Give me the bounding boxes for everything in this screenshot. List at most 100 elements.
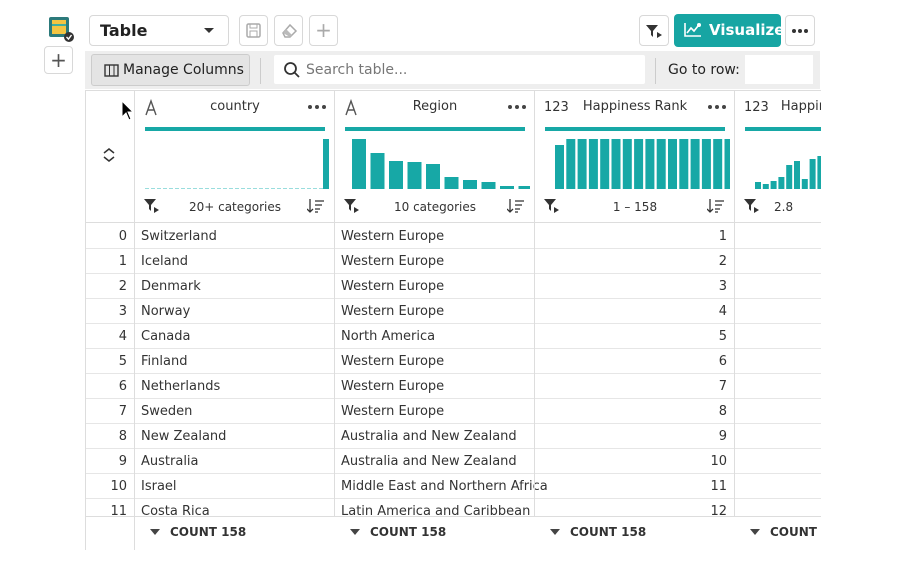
cell: Israel [141,479,177,494]
sort-icon[interactable] [307,198,325,214]
column-name: Happiness Score [780,99,821,114]
cell-border [734,249,735,274]
cell: Australia and New Zealand [341,429,517,444]
cell: 12 [710,504,727,516]
cell-border [734,399,735,424]
cell: Middle East and Northern Africa [341,479,548,494]
cell-border [334,299,335,324]
cell-border [334,474,335,499]
more-button[interactable] [785,15,815,46]
footer-caret[interactable] [150,529,160,537]
filter-icon[interactable] [143,198,161,214]
cell-border [734,299,735,324]
cell-border [534,299,535,324]
cell: 11 [710,479,727,494]
row-border [86,248,821,249]
histogram-bar-top [145,127,325,131]
sort-icon[interactable] [707,198,725,214]
footer-cell [735,516,821,550]
row-index: 3 [118,304,127,319]
add-button[interactable]: + [44,46,73,74]
cell: 2 [718,254,727,269]
footer-aggregate: COUNT 158 [370,525,447,539]
histogram-bar-top [345,127,525,131]
save-button[interactable] [239,15,268,46]
visualize-label: Visualize [709,21,785,39]
histogram [145,139,329,189]
cell-border [134,299,135,324]
mouse-cursor [121,100,135,121]
filter-icon[interactable] [543,198,561,214]
cell-border [734,449,735,474]
footer-aggregate: COUNT 158 [570,525,647,539]
cell: 4 [718,304,727,319]
cell-border [734,324,735,349]
add-column-button[interactable]: + [309,15,338,46]
footer-cell [335,516,535,550]
cell-border [534,499,535,516]
cell: New Zealand [141,429,227,444]
cell: Australia [141,454,199,469]
cell: Western Europe [341,354,445,369]
filter-icon[interactable] [343,198,361,214]
cell-border [734,424,735,449]
cell: Latin America and Caribbean [341,504,531,516]
collapse-icon[interactable] [102,147,116,163]
cell: Western Europe [341,279,445,294]
column-type-icon [145,99,157,116]
view-label: Table [100,21,148,40]
footer-caret[interactable] [550,529,560,537]
histogram [755,156,821,189]
cell: Netherlands [141,379,221,394]
clear-button[interactable] [274,15,303,46]
row-index: 5 [118,354,127,369]
cell: North America [341,329,436,344]
row-index: 6 [118,379,127,394]
row-border [86,448,821,449]
cell-border [334,324,335,349]
column-menu[interactable] [707,101,727,113]
search-placeholder: Search table... [306,62,408,78]
row-index: 7 [118,404,127,419]
column-type-icon [345,99,357,116]
footer-cell [135,516,335,550]
go-to-row-input[interactable] [745,55,813,84]
filter-button[interactable] [639,15,669,46]
app-icon[interactable] [47,15,75,43]
cell-border [134,449,135,474]
visualize-button[interactable]: Visualize [674,14,785,47]
row-border [86,473,821,474]
table-body: 0 Switzerland Western Europe 1 1 Iceland Weste… [86,224,821,516]
column-menu[interactable] [507,101,527,113]
cell: 9 [718,429,727,444]
footer-caret[interactable] [750,529,760,537]
histogram-bar-top [545,127,725,131]
cell-border [334,374,335,399]
cell: Western Europe [341,254,445,269]
column-name: country [210,99,260,114]
divider [260,58,261,84]
view-dropdown[interactable]: Table [89,15,229,46]
cell-border [534,224,535,249]
row-border [86,323,821,324]
cell-border [534,274,535,299]
manage-columns-button[interactable]: Manage Columns [91,54,250,86]
search-input[interactable]: Search table... [274,55,645,84]
column-menu[interactable] [307,101,327,113]
sort-icon[interactable] [507,198,525,214]
cell: 3 [718,279,727,294]
columns-icon [104,64,119,77]
column-name: Happiness Rank [582,99,688,114]
footer-caret[interactable] [350,529,360,537]
column-summary: 20+ categories [188,200,282,214]
row-index: 1 [118,254,127,269]
histogram [555,139,730,189]
cell: Norway [141,304,191,319]
column-summary: 1 – 158 [612,200,658,214]
cell-border [134,249,135,274]
cell-border [334,499,335,516]
cell: 8 [718,404,727,419]
cell-border [534,474,535,499]
row-border [86,373,821,374]
filter-icon[interactable] [743,198,761,214]
